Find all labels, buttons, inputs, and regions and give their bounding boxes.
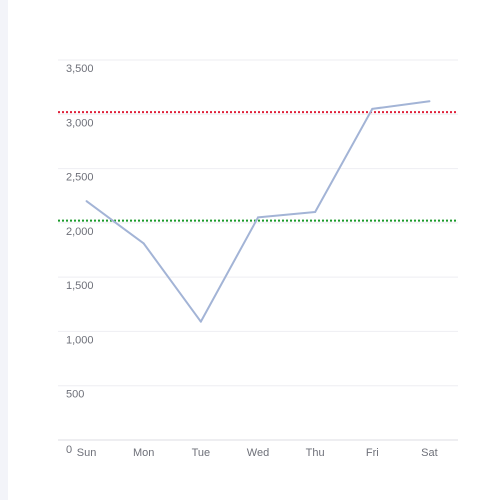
series-layer [85, 100, 431, 323]
grid-lines [58, 59, 458, 441]
series-line [85, 100, 430, 323]
y-tick-label: 1,500 [66, 280, 94, 292]
reference-lines [58, 111, 458, 222]
data-point[interactable] [199, 320, 202, 323]
x-axis-ticks: Sun Mon Tue Wed Thu Fri Sat [77, 447, 438, 459]
data-point[interactable] [85, 200, 88, 203]
data-point[interactable] [314, 211, 317, 213]
data-point[interactable] [371, 107, 374, 110]
x-tick-label: Thu [306, 447, 325, 459]
x-tick-label: Mon [133, 447, 154, 459]
y-tick-label: 500 [66, 389, 84, 401]
data-point[interactable] [257, 216, 259, 219]
y-tick-label: 3,000 [66, 117, 94, 129]
y-tick-label: 0 [66, 444, 72, 456]
y-tick-label: 1,000 [66, 334, 94, 346]
x-tick-label: Fri [366, 447, 379, 459]
y-tick-label: 3,500 [66, 63, 94, 75]
data-point[interactable] [428, 100, 431, 103]
x-tick-label: Sun [77, 447, 97, 459]
x-tick-label: Sat [421, 447, 438, 459]
data-point[interactable] [142, 242, 145, 245]
y-axis-ticks: 0 500 1,000 1,500 2,000 2,500 3,000 3,500 [66, 63, 94, 456]
chart-panel [8, 0, 500, 500]
y-tick-label: 2,000 [66, 226, 94, 238]
x-tick-label: Tue [192, 447, 211, 459]
x-tick-label: Wed [247, 447, 269, 459]
y-tick-label: 2,500 [66, 172, 94, 184]
